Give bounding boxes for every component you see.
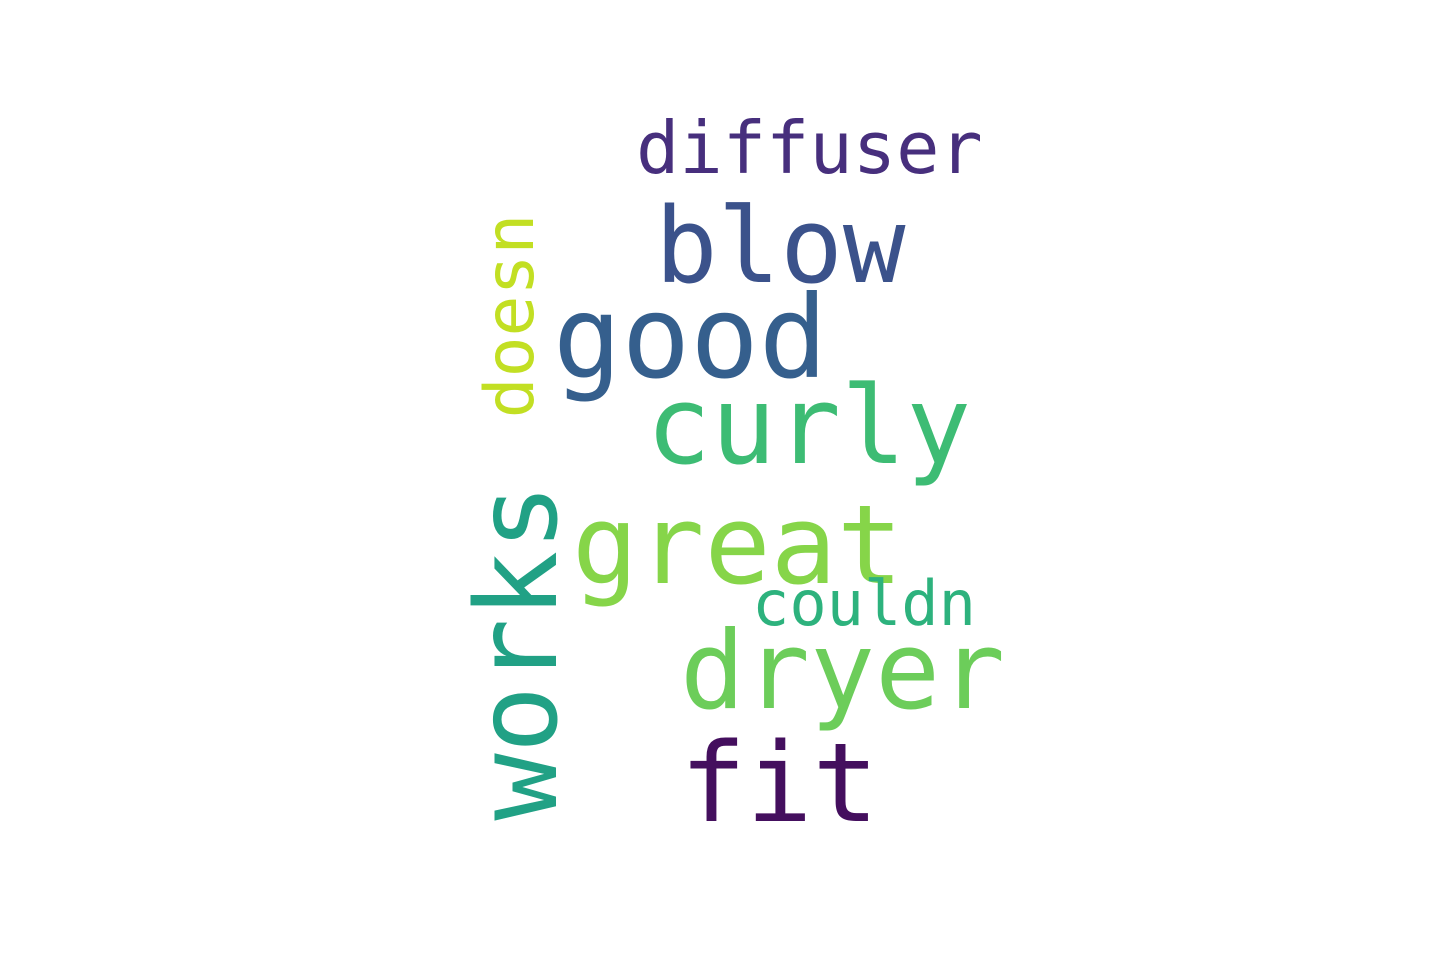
word-doesn: doesn (471, 213, 550, 419)
word-curly: curly (646, 364, 972, 489)
word-works: works (453, 483, 583, 821)
word-couldn: couldn (752, 567, 976, 640)
word-good: good (553, 271, 828, 404)
word-fit: fit (680, 719, 879, 847)
word-blow: blow (655, 185, 906, 307)
word-great: great (572, 481, 904, 609)
word-dryer: dryer (680, 609, 1006, 734)
word-diffuser: diffuser (636, 106, 983, 190)
